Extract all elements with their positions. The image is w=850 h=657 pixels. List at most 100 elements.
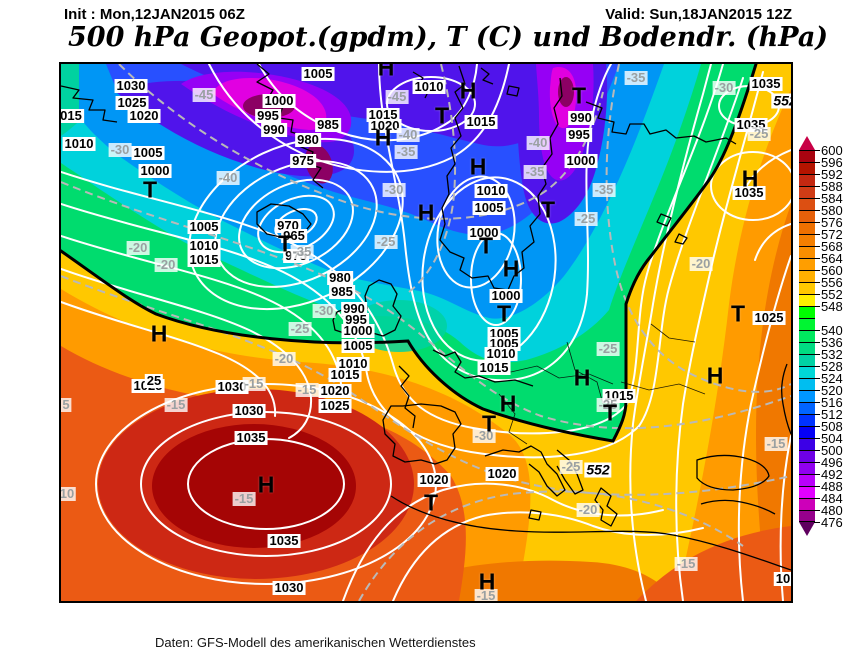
isobar-label: 1030 bbox=[272, 580, 306, 595]
isobar-label: 1025 bbox=[115, 95, 149, 110]
map-label-layer: 1030 1025 1020 015 1010 1005 1000 1005 1000 995 99… bbox=[61, 64, 791, 601]
low-pressure-marker: T bbox=[478, 232, 494, 259]
coastlines bbox=[61, 64, 791, 571]
color-scale-cell bbox=[799, 222, 815, 234]
isobar-label: 1020 bbox=[127, 108, 161, 123]
color-scale-cell bbox=[799, 510, 815, 522]
color-scale-tick-label: 560 bbox=[814, 263, 843, 278]
isobar-label: 980 bbox=[295, 132, 321, 147]
isobar-label: 985 bbox=[329, 284, 355, 299]
low-pressure-marker: T bbox=[142, 176, 158, 203]
color-scale-cell bbox=[799, 306, 815, 318]
color-scale-cell bbox=[799, 390, 815, 402]
color-scale-cell bbox=[799, 474, 815, 486]
isobar-label: 1000 bbox=[564, 153, 598, 168]
temperature-label: -25 bbox=[596, 397, 620, 412]
color-scale-cell bbox=[799, 210, 815, 222]
temperature-label: -15 bbox=[164, 397, 188, 412]
temperature-label: -35 bbox=[523, 164, 547, 179]
temperature-label: -30 bbox=[312, 303, 336, 318]
high-pressure-marker: H bbox=[706, 362, 724, 389]
isobar-label: 1015 bbox=[464, 114, 498, 129]
temperature-label: -25 bbox=[288, 321, 312, 336]
isobar-label: 1030 bbox=[114, 78, 148, 93]
isobar-label: 985 bbox=[315, 117, 341, 132]
color-scale-tick-label: 576 bbox=[814, 215, 843, 230]
temperature-label: -20 bbox=[126, 240, 150, 255]
isobar-label: 995 bbox=[255, 108, 281, 123]
high-pressure-marker: H bbox=[469, 153, 487, 180]
color-scale-cell bbox=[799, 438, 815, 450]
temperature-label: -35 bbox=[592, 182, 616, 197]
color-scale-cell bbox=[799, 294, 815, 306]
high-pressure-marker: H bbox=[573, 364, 591, 391]
init-time-label: Init : Mon,12JAN2015 06Z bbox=[64, 6, 245, 23]
isobar-label: 1000 bbox=[467, 225, 501, 240]
color-scale-tick-label: 592 bbox=[814, 167, 843, 182]
color-scale-tick-label: 588 bbox=[814, 179, 843, 194]
color-scale-tick-label: 488 bbox=[814, 479, 843, 494]
color-scale-labels: 600 596 592 588 584 580 576 572 568 564 560 556 552 5… bbox=[799, 136, 850, 536]
high-pressure-marker: H bbox=[257, 471, 275, 498]
color-scale-tick-label: 584 bbox=[814, 191, 843, 206]
temperature-label: -30 bbox=[382, 182, 406, 197]
isobar-label: 015 bbox=[60, 108, 84, 123]
color-scale-cell bbox=[799, 318, 815, 330]
temperature-label: -15 bbox=[474, 588, 498, 603]
isobar-label: 1010 bbox=[62, 136, 96, 151]
color-scale-cell bbox=[799, 246, 815, 258]
page-title: 500 hPa Geopot.(gpdm), T (C) und Bodendr… bbox=[68, 22, 829, 53]
color-scale-cell bbox=[799, 426, 815, 438]
isobar-label: 1005 bbox=[131, 145, 165, 160]
isobar-label: 1020 bbox=[318, 383, 352, 398]
color-scale-tick-label: 556 bbox=[814, 275, 843, 290]
color-scale-tick-label: 524 bbox=[814, 371, 843, 386]
isobar-label: 990 bbox=[568, 110, 594, 125]
isobar-label: 1015 bbox=[366, 107, 400, 122]
scale-arrow-up-icon bbox=[799, 136, 815, 150]
isobar-label: 1010 bbox=[484, 346, 518, 361]
color-scale-tick-label: 504 bbox=[814, 431, 843, 446]
isobar-label: 1030 bbox=[215, 379, 249, 394]
color-scale-cell bbox=[799, 330, 815, 342]
temperature-label: -35 bbox=[394, 144, 418, 159]
low-pressure-marker: T bbox=[730, 300, 746, 327]
scale-arrow-down-icon bbox=[799, 522, 815, 536]
isobar-label: 1000 bbox=[262, 93, 296, 108]
temperature-label: -15 bbox=[295, 382, 319, 397]
temperature-label: -45 bbox=[385, 89, 409, 104]
temperature-label: -35 bbox=[290, 244, 314, 259]
color-scale-cell bbox=[799, 282, 815, 294]
color-scale-tick-label: 548 bbox=[814, 299, 843, 314]
temperature-label: -25 bbox=[596, 341, 620, 356]
isobar-label: 1000 bbox=[138, 163, 172, 178]
low-pressure-marker: T bbox=[540, 196, 556, 223]
color-scale-cell bbox=[799, 402, 815, 414]
color-scale-cell bbox=[799, 366, 815, 378]
valid-time-label: Valid: Sun,18JAN2015 12Z bbox=[605, 6, 792, 23]
temperature-label: -30 bbox=[712, 80, 736, 95]
isobar-label: 1005 bbox=[341, 338, 375, 353]
color-scale-tick-label: 540 bbox=[814, 323, 843, 338]
color-scale-cell bbox=[799, 486, 815, 498]
isobar-label: 1020 bbox=[485, 466, 519, 481]
isobar-label: 1030 bbox=[232, 403, 266, 418]
isobar-label: 1035 bbox=[732, 185, 766, 200]
isobar-label: 1035 bbox=[749, 76, 783, 91]
isobar-label: 1000 bbox=[341, 323, 375, 338]
low-pressure-marker: T bbox=[602, 399, 618, 426]
temperature-label: -35 bbox=[624, 70, 648, 85]
geopotential-contour-label: 552 bbox=[584, 461, 612, 478]
temperature-label: -30 bbox=[472, 428, 496, 443]
color-scale-tick-label: 568 bbox=[814, 239, 843, 254]
color-scale-cell bbox=[799, 150, 815, 162]
color-scale-cell bbox=[799, 162, 815, 174]
temperature-label: -15 bbox=[674, 556, 698, 571]
isobar-label: 1000 bbox=[489, 288, 523, 303]
color-scale-tick-label: 512 bbox=[814, 407, 843, 422]
color-scale-tick-label: 532 bbox=[814, 347, 843, 362]
high-pressure-marker: H bbox=[377, 62, 395, 81]
temperature-label: -25 bbox=[374, 234, 398, 249]
temperature-label: -40 bbox=[216, 170, 240, 185]
